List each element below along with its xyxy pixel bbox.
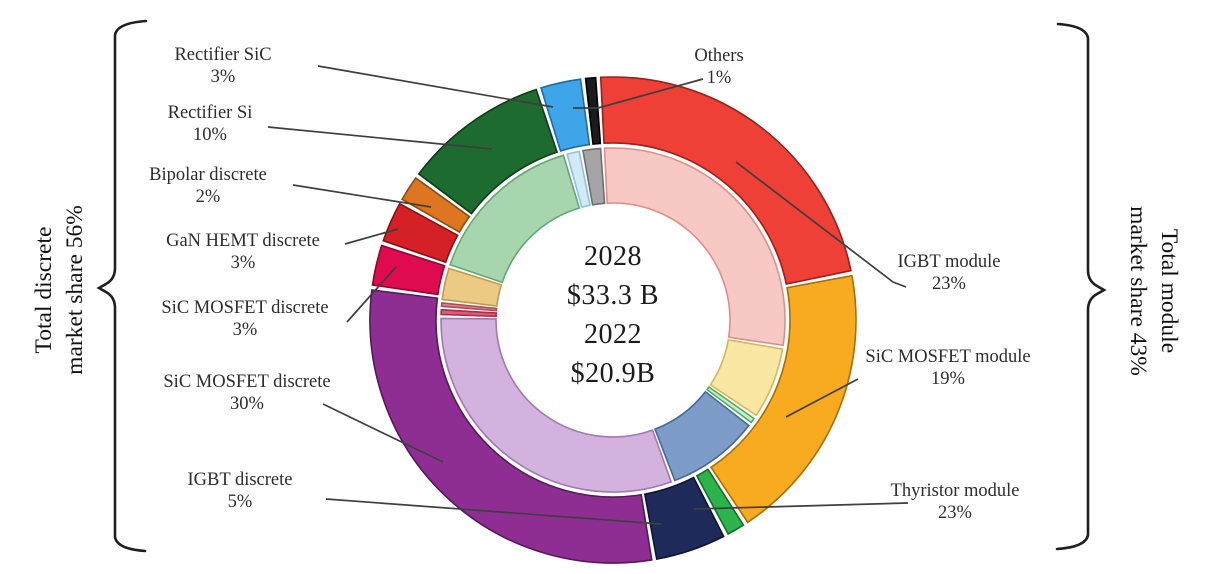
segment-label: IGBT module 23% [834, 251, 1064, 295]
segment-outer-2028-gan-hemt-discrete [382, 202, 459, 264]
segment-label-name: Rectifier SiC [174, 45, 272, 65]
segment-label-pct: 3% [230, 253, 256, 273]
total-discrete-line1: Total discrete [31, 226, 57, 354]
segment-label-name: SiC MOSFET discrete [163, 372, 331, 392]
left-brace [96, 19, 148, 553]
segment-inner-2022-igbt-module [603, 147, 786, 347]
segment-label-name: GaN HEMT discrete [166, 231, 320, 251]
segment-label: GaN HEMT discrete 3% [128, 230, 358, 274]
callout-line [292, 184, 432, 208]
center-year-2028: 2028 [584, 241, 642, 272]
segment-label: Bipolar discrete 2% [93, 164, 323, 208]
segment-outer-2028-sic-mosfet-discrete [371, 244, 446, 296]
segment-label: SiC MOSFET discrete 3% [130, 297, 360, 341]
callout-line [344, 228, 399, 245]
segment-inner-2022-thyristor-module [705, 385, 756, 424]
segment-label-name: IGBT discrete [187, 470, 293, 490]
segment-inner-2022-sic-mosfet-discrete [440, 308, 498, 318]
callout-line [325, 498, 662, 525]
total-module-label: Total module market share 43% [1122, 126, 1184, 456]
segment-label-pct: 2% [195, 187, 221, 207]
segment-outer-2028-bipolar-discrete [401, 176, 471, 234]
segment-label-pct: 3% [210, 67, 236, 87]
total-discrete-line2: market share 56% [62, 205, 88, 375]
total-module-line2: market share 43% [1125, 206, 1151, 376]
center-year-2022: 2022 [584, 319, 642, 350]
segment-outer-2028-igbt-module [599, 76, 852, 286]
segment-outer-2028-rectifier-sic [540, 78, 591, 152]
segment-label: Rectifier SiC 3% [108, 44, 338, 88]
segment-label-pct: 23% [938, 503, 972, 523]
segment-outer-2028-rectifier-si [417, 88, 559, 215]
segment-outer-2028-sic-mosfet-module [709, 274, 857, 524]
segment-label-name: Thyristor module [890, 481, 1020, 501]
center-label: 2028 $33.3 B 2022 $20.9B [513, 237, 713, 393]
right-brace [1055, 22, 1107, 551]
total-module-line1: Total module [1156, 228, 1182, 354]
segment-label: Others 1% [604, 45, 834, 89]
segment-inner-2022-rectifier-si [449, 154, 581, 284]
callout-line [785, 378, 859, 418]
callout-line [267, 126, 493, 150]
segment-label: SiC MOSFET discrete 30% [132, 371, 362, 415]
segment-outer-2028-sic-mosfet-discrete [369, 289, 653, 564]
segment-inner-2022-igbt-discrete [654, 390, 750, 482]
callout-line [693, 502, 909, 510]
callout-line [346, 266, 397, 323]
segment-label-name: Rectifier Si [167, 103, 253, 123]
segment-label-pct: 1% [706, 68, 732, 88]
center-value-2028: $33.3 B [566, 280, 660, 311]
segment-label: SiC MOSFET module 19% [833, 346, 1063, 390]
callout-lines [267, 65, 909, 525]
segment-inner-2022-sic-mosfet-discrete [440, 317, 673, 493]
segment-label: Thyristor module 23% [840, 480, 1070, 524]
callout-line [735, 161, 907, 288]
segment-label-name: Bipolar discrete [149, 165, 267, 185]
segment-inner-2022-gan-hemt-discrete [440, 302, 498, 312]
segment-inner-2022-bipolar-discrete [441, 267, 503, 307]
segment-outer-2028-igbt-discrete [643, 476, 725, 560]
segment-inner-2022-others [582, 147, 606, 206]
segment-label-name: SiC MOSFET module [865, 347, 1031, 367]
callout-line [317, 65, 554, 108]
center-value-2022: $20.9B [570, 358, 656, 389]
segment-label-pct: 5% [227, 492, 253, 512]
segment-outer-2028-others [584, 76, 602, 146]
callout-line [573, 78, 704, 109]
segment-label-name: SiC MOSFET discrete [161, 298, 329, 318]
segment-label-pct: 19% [931, 369, 965, 389]
segment-label-pct: 30% [230, 394, 264, 414]
segment-label-name: Others [694, 46, 744, 66]
segment-label-name: IGBT module [897, 252, 1001, 272]
segment-label: Rectifier Si 10% [95, 102, 325, 146]
segment-outer-2028-thyristor-module [695, 468, 745, 536]
donut-rings [369, 76, 857, 564]
segment-label: IGBT discrete 5% [125, 469, 355, 513]
callout-line [322, 403, 444, 463]
segment-label-pct: 3% [232, 320, 258, 340]
segment-label-pct: 23% [932, 274, 966, 294]
segment-inner-2022-rectifier-sic [566, 150, 591, 209]
total-discrete-label: Total discrete market share 56% [29, 125, 91, 455]
segment-label-pct: 10% [193, 125, 227, 145]
segment-inner-2022-sic-mosfet-module [709, 338, 784, 417]
